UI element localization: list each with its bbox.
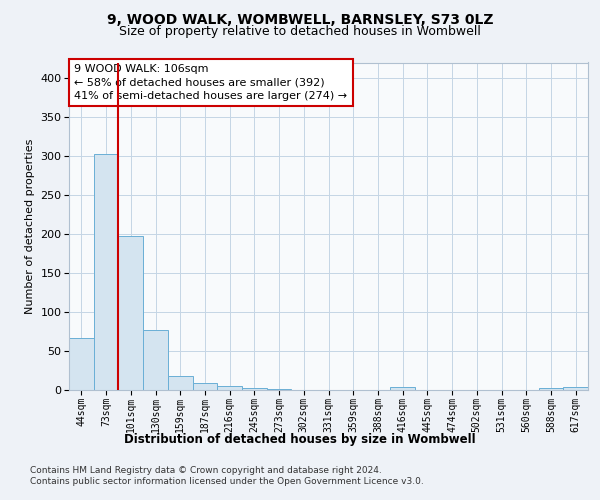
- Y-axis label: Number of detached properties: Number of detached properties: [25, 138, 35, 314]
- Bar: [193, 383, 217, 390]
- Text: Contains public sector information licensed under the Open Government Licence v3: Contains public sector information licen…: [30, 478, 424, 486]
- Text: Size of property relative to detached houses in Wombwell: Size of property relative to detached ho…: [119, 25, 481, 38]
- Bar: [267, 389, 292, 390]
- Text: 9, WOOD WALK, WOMBWELL, BARNSLEY, S73 0LZ: 9, WOOD WALK, WOMBWELL, BARNSLEY, S73 0L…: [107, 12, 493, 26]
- Bar: [390, 387, 415, 390]
- Bar: [168, 376, 193, 390]
- Bar: [217, 386, 242, 390]
- Bar: [242, 388, 267, 390]
- Text: Distribution of detached houses by size in Wombwell: Distribution of detached houses by size …: [124, 432, 476, 446]
- Text: 9 WOOD WALK: 106sqm
← 58% of detached houses are smaller (392)
41% of semi-detac: 9 WOOD WALK: 106sqm ← 58% of detached ho…: [74, 64, 347, 100]
- Bar: [539, 388, 563, 390]
- Bar: [69, 338, 94, 390]
- Text: Contains HM Land Registry data © Crown copyright and database right 2024.: Contains HM Land Registry data © Crown c…: [30, 466, 382, 475]
- Bar: [118, 236, 143, 390]
- Bar: [563, 387, 588, 390]
- Bar: [94, 154, 118, 390]
- Bar: [143, 330, 168, 390]
